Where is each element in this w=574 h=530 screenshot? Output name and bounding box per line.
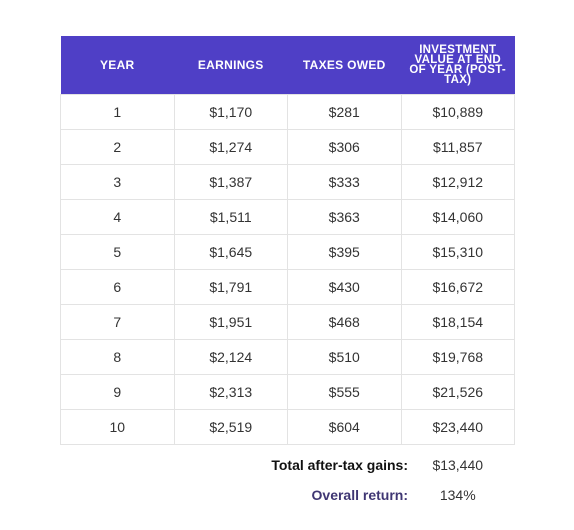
overall-return-label: Overall return: xyxy=(311,487,408,503)
cell-taxes-owed: $510 xyxy=(287,339,402,375)
table-row: 3 $1,387 $333 $12,912 xyxy=(60,164,515,200)
cell-earnings: $1,511 xyxy=(173,199,288,235)
cell-earnings: $1,645 xyxy=(173,234,288,270)
cell-year: 4 xyxy=(60,199,175,235)
table-row: 4 $1,511 $363 $14,060 xyxy=(60,199,515,235)
cell-investment-value: $18,154 xyxy=(400,304,515,340)
cell-taxes-owed: $395 xyxy=(287,234,402,270)
header-row: YEAR EARNINGS TAXES OWED INVESTMENT VALU… xyxy=(60,36,515,95)
cell-year: 6 xyxy=(60,269,175,305)
cell-investment-value: $21,526 xyxy=(400,374,515,410)
table-row: 8 $2,124 $510 $19,768 xyxy=(60,339,515,375)
cell-year: 3 xyxy=(60,164,175,200)
cell-year: 2 xyxy=(60,129,175,165)
total-after-tax-gains-value: $13,440 xyxy=(432,457,484,473)
table-row: 1 $1,170 $281 $10,889 xyxy=(60,94,515,130)
cell-earnings: $1,951 xyxy=(173,304,288,340)
table-row: 10 $2,519 $604 $23,440 xyxy=(60,409,515,445)
column-header-year: YEAR xyxy=(60,36,174,95)
cell-taxes-owed: $306 xyxy=(287,129,402,165)
table-row: 6 $1,791 $430 $16,672 xyxy=(60,269,515,305)
cell-year: 5 xyxy=(60,234,175,270)
cell-investment-value: $10,889 xyxy=(400,94,515,130)
cell-investment-value: $23,440 xyxy=(400,409,515,445)
cell-taxes-owed: $555 xyxy=(287,374,402,410)
table-row: 5 $1,645 $395 $15,310 xyxy=(60,234,515,270)
table-row: 9 $2,313 $555 $21,526 xyxy=(60,374,515,410)
cell-year: 9 xyxy=(60,374,175,410)
cell-taxes-owed: $604 xyxy=(287,409,402,445)
cell-investment-value: $14,060 xyxy=(400,199,515,235)
cell-earnings: $2,519 xyxy=(173,409,288,445)
cell-taxes-owed: $333 xyxy=(287,164,402,200)
cell-investment-value: $12,912 xyxy=(400,164,515,200)
cell-investment-value: $11,857 xyxy=(400,129,515,165)
cell-year: 7 xyxy=(60,304,175,340)
cell-earnings: $1,387 xyxy=(173,164,288,200)
cell-earnings: $2,124 xyxy=(173,339,288,375)
cell-taxes-owed: $363 xyxy=(287,199,402,235)
column-header-taxes-owed: TAXES OWED xyxy=(287,36,401,95)
investment-table: YEAR EARNINGS TAXES OWED INVESTMENT VALU… xyxy=(60,36,515,445)
overall-return-value: 134% xyxy=(439,487,476,503)
table-header: YEAR EARNINGS TAXES OWED INVESTMENT VALU… xyxy=(60,36,515,95)
cell-year: 8 xyxy=(60,339,175,375)
cell-earnings: $1,274 xyxy=(173,129,288,165)
cell-earnings: $1,791 xyxy=(173,269,288,305)
table-row: 2 $1,274 $306 $11,857 xyxy=(60,129,515,165)
column-header-investment-value: INVESTMENT VALUE AT END OF YEAR (POST-TA… xyxy=(401,36,515,95)
cell-investment-value: $16,672 xyxy=(400,269,515,305)
cell-year: 10 xyxy=(60,409,175,445)
cell-investment-value: $19,768 xyxy=(400,339,515,375)
cell-year: 1 xyxy=(60,94,175,130)
column-header-earnings: EARNINGS xyxy=(174,36,288,95)
cell-earnings: $2,313 xyxy=(173,374,288,410)
investment-table-container: YEAR EARNINGS TAXES OWED INVESTMENT VALU… xyxy=(60,36,515,445)
cell-taxes-owed: $281 xyxy=(287,94,402,130)
cell-taxes-owed: $468 xyxy=(287,304,402,340)
cell-earnings: $1,170 xyxy=(173,94,288,130)
table-body: 1 $1,170 $281 $10,889 2 $1,274 $306 $11,… xyxy=(60,94,515,445)
cell-investment-value: $15,310 xyxy=(400,234,515,270)
total-after-tax-gains-label: Total after-tax gains: xyxy=(271,457,408,473)
table-row: 7 $1,951 $468 $18,154 xyxy=(60,304,515,340)
cell-taxes-owed: $430 xyxy=(287,269,402,305)
